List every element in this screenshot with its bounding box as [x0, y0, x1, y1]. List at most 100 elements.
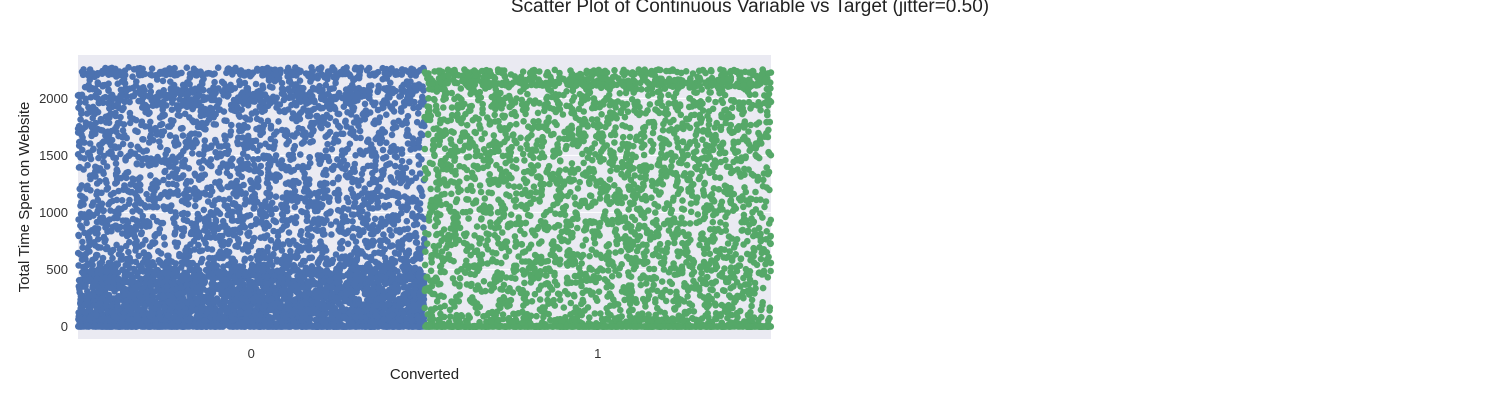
data-point-converted-0	[100, 170, 107, 177]
data-point-converted-0	[341, 149, 349, 156]
data-point-converted-0	[334, 175, 342, 182]
data-point-converted-0	[352, 152, 359, 159]
data-point-converted-0	[249, 237, 257, 245]
data-point-converted-0	[222, 136, 229, 143]
data-point-converted-0	[122, 157, 129, 164]
data-point-converted-0	[204, 198, 212, 205]
data-point-converted-0	[392, 162, 399, 170]
data-point-converted-0	[141, 70, 149, 78]
data-point-converted-0	[212, 218, 220, 225]
data-point-converted-0	[394, 268, 401, 275]
data-point-converted-0	[400, 98, 408, 106]
data-point-converted-0	[333, 131, 340, 139]
data-point-converted-0	[212, 85, 220, 92]
data-point-converted-0	[332, 218, 340, 225]
data-point-converted-0	[254, 155, 262, 163]
data-point-converted-0	[130, 66, 138, 73]
data-point-converted-0	[302, 264, 310, 272]
data-point-converted-0	[226, 195, 233, 203]
data-point-converted-0	[278, 79, 286, 87]
data-point-converted-0	[254, 147, 261, 154]
data-point-converted-0	[305, 238, 313, 245]
data-point-converted-0	[79, 238, 86, 246]
data-point-converted-0	[200, 206, 208, 214]
data-point-converted-0	[400, 81, 407, 89]
data-point-converted-0	[241, 71, 249, 79]
data-point-converted-0	[173, 104, 181, 112]
data-point-converted-0	[163, 204, 171, 211]
data-point-converted-0	[77, 107, 85, 114]
data-point-converted-0	[252, 216, 260, 223]
data-point-converted-0	[202, 215, 209, 222]
data-point-converted-0	[185, 99, 192, 106]
data-point-converted-0	[129, 73, 136, 80]
data-point-converted-0	[297, 151, 304, 158]
data-point-converted-0	[306, 254, 313, 262]
data-point-converted-0	[272, 193, 280, 200]
data-point-converted-0	[93, 180, 101, 187]
data-point-converted-0	[375, 129, 383, 137]
data-point-converted-0	[140, 148, 147, 155]
data-point-converted-0	[106, 105, 113, 112]
data-point-converted-0	[226, 237, 233, 245]
data-point-converted-0	[264, 117, 272, 125]
data-point-converted-0	[414, 110, 422, 117]
data-point-converted-0	[386, 226, 394, 234]
data-point-converted-0	[145, 258, 152, 266]
data-point-converted-0	[389, 215, 397, 223]
data-point-converted-0	[287, 190, 294, 197]
data-point-converted-0	[336, 124, 344, 131]
data-point-converted-0	[334, 299, 342, 306]
data-point-converted-0	[117, 150, 124, 158]
data-point-converted-0	[410, 139, 417, 146]
data-point-converted-0	[86, 149, 93, 156]
data-point-converted-0	[191, 202, 199, 210]
data-point-converted-0	[286, 88, 294, 95]
data-point-converted-0	[292, 219, 300, 227]
data-point-converted-0	[110, 189, 117, 197]
data-point-converted-0	[96, 141, 103, 149]
data-point-converted-0	[126, 196, 133, 204]
data-point-converted-0	[155, 248, 162, 255]
data-point-converted-0	[161, 168, 168, 176]
data-point-converted-0	[336, 255, 344, 262]
data-point-converted-0	[212, 149, 219, 156]
data-point-converted-0	[289, 151, 297, 158]
data-point-converted-0	[309, 138, 317, 145]
data-point-converted-0	[265, 260, 273, 268]
data-point-converted-0	[100, 158, 107, 166]
data-point-converted-0	[171, 174, 179, 181]
data-point-converted-0	[120, 121, 128, 128]
data-point-converted-0	[364, 138, 371, 145]
data-point-converted-0	[241, 79, 249, 87]
data-point-converted-0	[111, 125, 119, 133]
data-point-converted-0	[317, 66, 324, 73]
data-points	[74, 64, 775, 330]
data-point-converted-0	[355, 226, 362, 233]
data-point-converted-0	[350, 193, 358, 201]
data-point-converted-0	[132, 127, 139, 134]
data-point-converted-0	[79, 244, 86, 251]
data-point-converted-0	[219, 241, 227, 249]
data-point-converted-0	[140, 136, 147, 143]
data-point-converted-0	[259, 82, 266, 89]
data-point-converted-0	[349, 224, 357, 232]
data-point-converted-0	[244, 144, 251, 151]
data-point-converted-0	[403, 132, 410, 139]
data-point-converted-0	[346, 140, 354, 148]
data-point-converted-0	[260, 105, 268, 113]
data-point-converted-0	[266, 83, 274, 90]
data-point-converted-0	[306, 154, 314, 161]
data-point-converted-0	[274, 232, 282, 240]
data-point-converted-0	[75, 283, 83, 290]
data-point-converted-0	[231, 200, 239, 208]
data-point-converted-0	[225, 230, 232, 238]
data-point-converted-0	[236, 113, 244, 120]
data-point-converted-0	[141, 86, 148, 94]
data-point-converted-0	[224, 261, 232, 269]
data-point-converted-0	[250, 271, 257, 279]
data-point-converted-0	[147, 131, 155, 139]
data-point-converted-0	[153, 131, 161, 138]
data-point-converted-0	[285, 137, 293, 145]
data-point-converted-0	[308, 107, 315, 114]
